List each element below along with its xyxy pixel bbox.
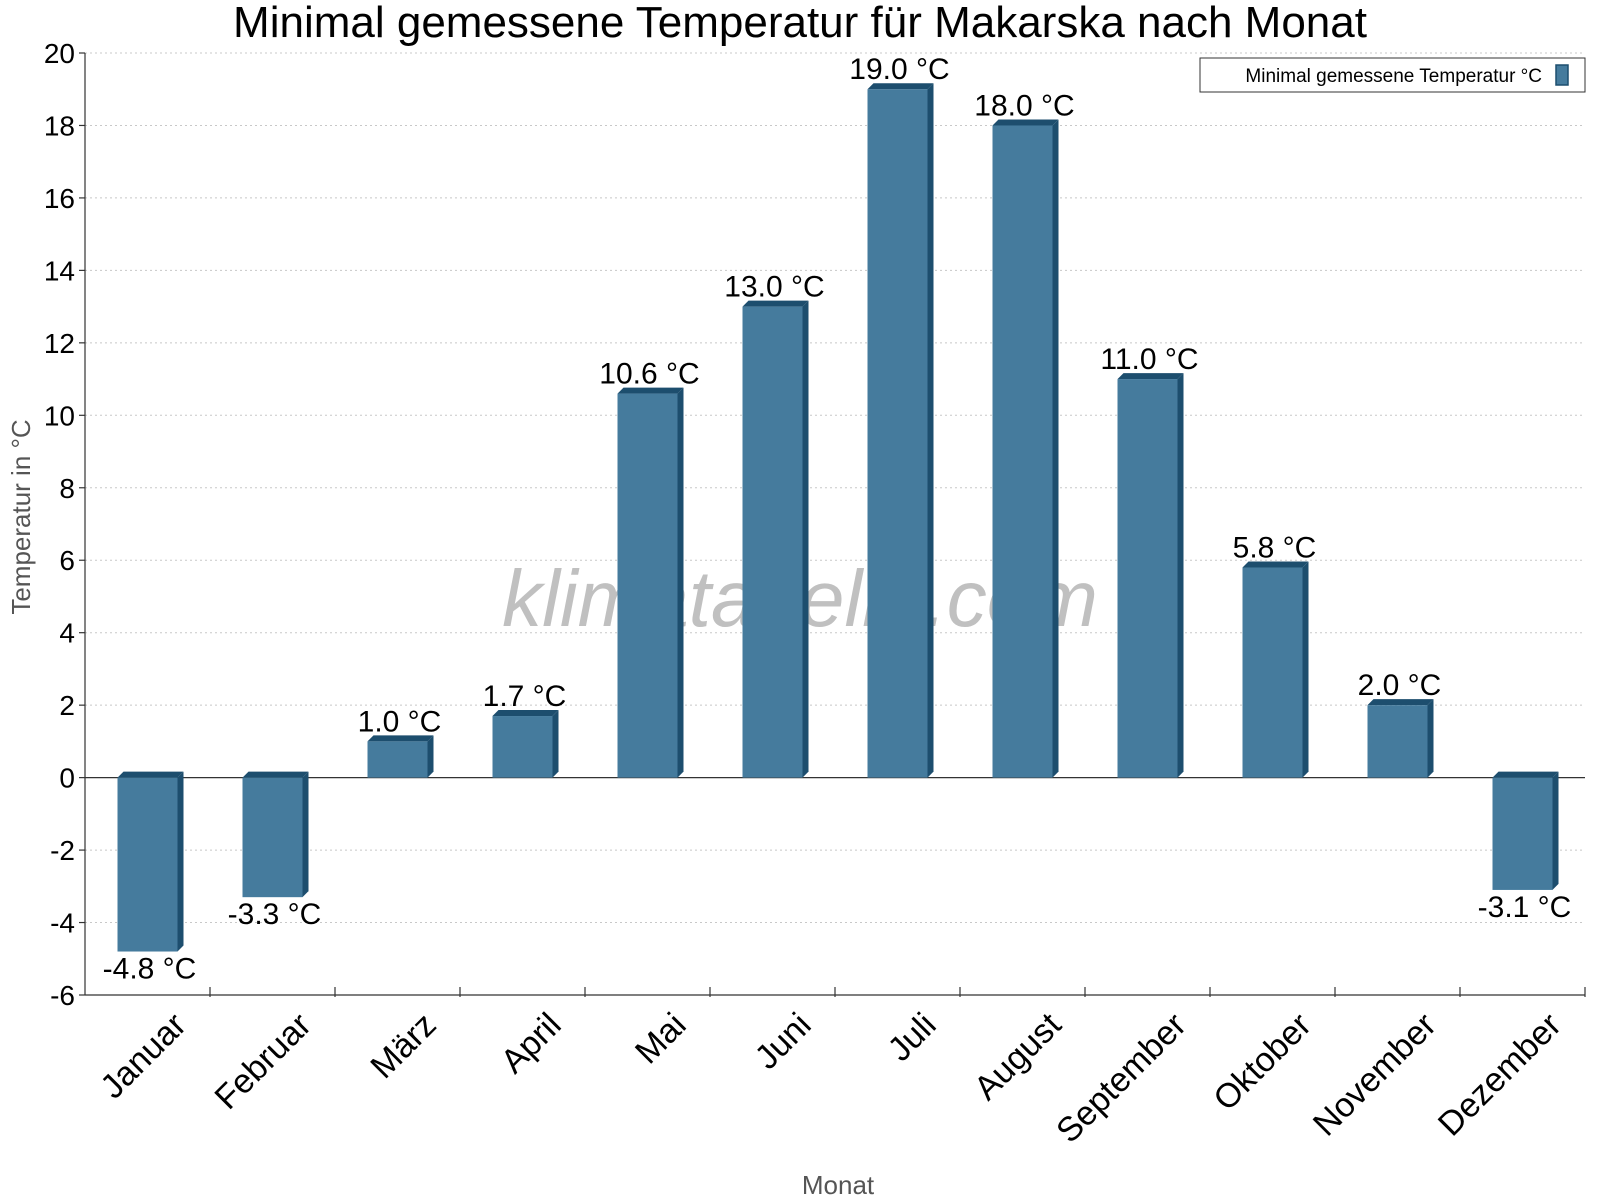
bar bbox=[367, 741, 428, 778]
data-label: 13.0 °C bbox=[724, 271, 824, 304]
data-label: -4.8 °C bbox=[103, 953, 197, 986]
y-tick-label: 0 bbox=[59, 763, 75, 794]
bar bbox=[1242, 567, 1303, 778]
data-label: 1.7 °C bbox=[483, 680, 567, 713]
bar bbox=[117, 777, 178, 952]
x-tick-label: Februar bbox=[208, 1006, 319, 1117]
y-tick-label: 18 bbox=[44, 110, 75, 141]
bar bbox=[1492, 777, 1553, 890]
data-label: 19.0 °C bbox=[849, 53, 949, 86]
bar bbox=[242, 777, 303, 898]
data-label: -3.3 °C bbox=[228, 898, 322, 931]
x-tick-label: November bbox=[1306, 1006, 1444, 1144]
bar-top bbox=[117, 771, 184, 778]
bar-side bbox=[1052, 119, 1059, 778]
y-tick-label: 16 bbox=[44, 183, 75, 214]
y-axis-title: Temperatur in °C bbox=[6, 419, 36, 614]
x-tick-label: April bbox=[494, 1006, 569, 1081]
x-tick-label: März bbox=[363, 1006, 443, 1086]
bar bbox=[1117, 379, 1178, 778]
y-tick-label: 10 bbox=[44, 400, 75, 431]
x-tick-label: August bbox=[967, 1005, 1069, 1107]
x-tick-label: Juni bbox=[748, 1006, 819, 1077]
x-axis: Januar Februar März April Mai Juni Juli AugustS… bbox=[85, 987, 1586, 1150]
bar-top bbox=[617, 387, 684, 394]
bar-side bbox=[677, 387, 684, 778]
bar-side bbox=[177, 771, 184, 952]
bar-side bbox=[552, 710, 559, 778]
bar bbox=[1367, 705, 1428, 778]
y-tick-label: 14 bbox=[44, 255, 75, 286]
x-tick-label: Mai bbox=[628, 1006, 694, 1072]
x-tick-label: Dezember bbox=[1431, 1006, 1569, 1144]
y-tick-label: -6 bbox=[50, 980, 75, 1011]
bar bbox=[492, 716, 553, 778]
bar-top bbox=[992, 119, 1059, 126]
bar-top bbox=[1117, 373, 1184, 380]
y-tick-label: 8 bbox=[59, 473, 75, 504]
x-axis-title: Monat bbox=[802, 1170, 875, 1200]
bar-side bbox=[1302, 561, 1309, 778]
bar-top bbox=[242, 771, 309, 778]
bar-top bbox=[1492, 771, 1559, 778]
bar-side bbox=[427, 735, 434, 778]
bar-side bbox=[1552, 771, 1559, 890]
bar-top bbox=[742, 300, 809, 307]
data-label: -3.1 °C bbox=[1478, 891, 1572, 924]
y-axis: -6 -4 -2 0 2 4 6 8 10 12 14 16 18 20 bbox=[44, 38, 1585, 1011]
legend-label: Minimal gemessene Temperatur °C bbox=[1245, 66, 1542, 87]
data-label: 10.6 °C bbox=[599, 358, 699, 391]
bar-side bbox=[802, 300, 809, 778]
bar bbox=[992, 125, 1053, 778]
bar-top bbox=[367, 735, 434, 742]
bar bbox=[617, 393, 678, 778]
y-tick-label: 12 bbox=[44, 328, 75, 359]
y-tick-label: 4 bbox=[59, 618, 75, 649]
bar bbox=[742, 306, 803, 778]
bar-side bbox=[927, 83, 934, 778]
x-tick-label: Juli bbox=[881, 1006, 944, 1069]
bar bbox=[867, 89, 928, 778]
y-tick-label: -4 bbox=[50, 908, 75, 939]
bar-top bbox=[867, 83, 934, 90]
x-tick-label: September bbox=[1049, 1006, 1193, 1150]
bar-side bbox=[1177, 373, 1184, 778]
data-label: 5.8 °C bbox=[1233, 531, 1317, 564]
x-tick-label: Januar bbox=[93, 1006, 193, 1106]
bar-top bbox=[1367, 699, 1434, 706]
bar-top bbox=[492, 710, 559, 717]
bars: -4.8 °C -3.3 °C 1.0 °C 1.7 °C 10.6 °C 13.0 °C… bbox=[103, 53, 1572, 985]
legend: Minimal gemessene Temperatur °C bbox=[1199, 57, 1586, 93]
y-tick-label: 6 bbox=[59, 545, 75, 576]
bar-side bbox=[1427, 699, 1434, 778]
grid bbox=[85, 52, 1585, 996]
data-label: 1.0 °C bbox=[358, 705, 442, 738]
chart-title: Minimal gemessene Temperatur für Makarsk… bbox=[233, 0, 1367, 47]
y-tick-label: -2 bbox=[50, 835, 75, 866]
data-label: 11.0 °C bbox=[1100, 343, 1198, 376]
data-label: 18.0 °C bbox=[974, 89, 1074, 122]
y-tick-label: 20 bbox=[44, 38, 75, 69]
legend-box bbox=[1199, 57, 1586, 93]
x-tick-label: Oktober bbox=[1206, 1006, 1318, 1118]
bar-top bbox=[1242, 561, 1309, 568]
legend-swatch bbox=[1555, 64, 1569, 86]
data-label: 2.0 °C bbox=[1358, 669, 1442, 702]
y-tick-label: 2 bbox=[59, 690, 75, 721]
bar-side bbox=[302, 771, 309, 898]
